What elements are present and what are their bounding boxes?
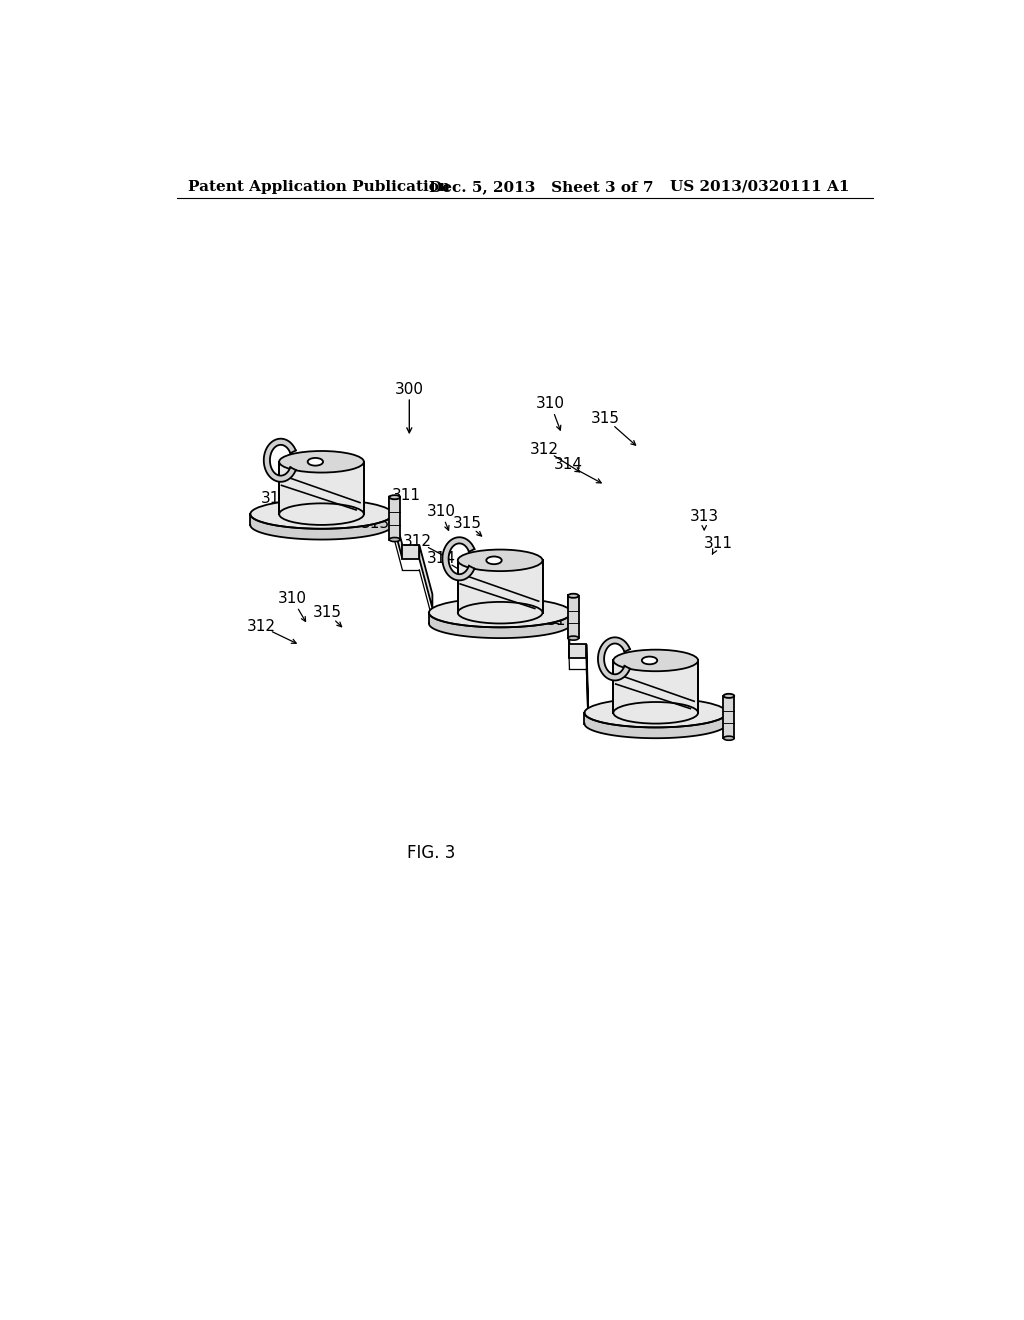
Ellipse shape [389, 537, 400, 541]
Text: 314: 314 [261, 491, 290, 507]
Polygon shape [429, 612, 571, 638]
Polygon shape [250, 515, 393, 540]
Text: 311: 311 [547, 612, 577, 628]
Text: 313: 313 [689, 510, 719, 524]
Polygon shape [402, 545, 419, 558]
Ellipse shape [724, 737, 734, 741]
Text: 312: 312 [529, 442, 558, 457]
Text: 312: 312 [247, 619, 275, 634]
Text: FIG. 3: FIG. 3 [407, 843, 455, 862]
Ellipse shape [250, 499, 393, 529]
Ellipse shape [568, 636, 579, 640]
Ellipse shape [613, 649, 698, 671]
Ellipse shape [307, 458, 323, 466]
Bar [280, 462, 364, 515]
Polygon shape [264, 438, 296, 482]
Ellipse shape [486, 557, 502, 564]
Text: 311: 311 [392, 488, 421, 503]
Ellipse shape [585, 698, 727, 727]
Bar [458, 560, 543, 612]
Ellipse shape [429, 598, 571, 627]
Ellipse shape [568, 594, 579, 598]
Ellipse shape [458, 602, 543, 623]
Text: 312: 312 [403, 535, 432, 549]
Text: 300: 300 [395, 381, 424, 397]
Polygon shape [389, 496, 402, 558]
Bar [389, 498, 400, 540]
Polygon shape [598, 638, 630, 680]
Text: 313: 313 [360, 516, 390, 531]
Text: Dec. 5, 2013   Sheet 3 of 7: Dec. 5, 2013 Sheet 3 of 7 [429, 180, 653, 194]
Text: 310: 310 [426, 503, 456, 519]
Polygon shape [419, 545, 432, 609]
Bar [613, 660, 698, 713]
Ellipse shape [642, 656, 657, 664]
Polygon shape [569, 644, 587, 659]
Text: 315: 315 [312, 605, 341, 620]
Polygon shape [442, 537, 474, 581]
Text: 311: 311 [703, 536, 732, 550]
Text: 314: 314 [553, 457, 583, 473]
Ellipse shape [458, 549, 543, 572]
Text: US 2013/0320111 A1: US 2013/0320111 A1 [670, 180, 849, 194]
Polygon shape [585, 713, 727, 738]
Polygon shape [568, 594, 569, 659]
Text: Patent Application Publication: Patent Application Publication [188, 180, 451, 194]
Text: 315: 315 [453, 516, 481, 531]
Polygon shape [587, 644, 588, 708]
Text: 310: 310 [278, 591, 307, 606]
Bar [724, 696, 734, 738]
Ellipse shape [613, 702, 698, 723]
Ellipse shape [280, 503, 364, 525]
Text: 314: 314 [427, 552, 456, 566]
Ellipse shape [389, 495, 400, 499]
Ellipse shape [280, 451, 364, 473]
Ellipse shape [724, 694, 734, 698]
Text: 315: 315 [591, 411, 621, 426]
Bar [568, 595, 579, 638]
Text: 313: 313 [509, 607, 538, 622]
Text: 310: 310 [536, 396, 564, 411]
